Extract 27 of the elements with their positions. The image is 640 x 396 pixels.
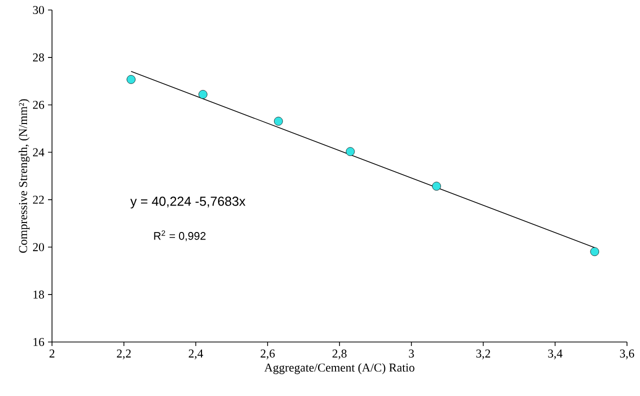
y-tick-label: 16 [34, 338, 44, 346]
y-tick-label: 26 [33, 100, 44, 109]
point [274, 116, 283, 126]
point [590, 247, 600, 256]
x-tick-label: 2 [50, 350, 54, 358]
point [432, 182, 441, 191]
x-tick-label: 3,4 [548, 350, 562, 360]
annotation: R$^{2}$ = 0,992 [154, 230, 206, 242]
point [346, 147, 355, 156]
x-tick-label: 3,2 [476, 350, 490, 360]
x-axis-title: Aggregate/Cement (A/C) Ratio [264, 363, 414, 374]
x-tick-label: 2,6 [260, 350, 275, 360]
x-tick-label: 2,8 [332, 350, 347, 360]
x-tick-label: 2,4 [188, 350, 204, 360]
y-tick-label: 22 [33, 196, 44, 204]
annotation: y = 40,224 -5,7683x [130, 196, 246, 208]
y-tick-label: 28 [33, 53, 44, 62]
y-axis-title: Compressive Strength, (N/mm²) [18, 99, 30, 253]
point [198, 90, 208, 99]
y-tick-label: 30 [33, 6, 44, 14]
x-tick-label: 3 [408, 350, 414, 358]
x-tick-label: 3,6 [620, 350, 634, 360]
y-tick-label: 20 [33, 243, 44, 252]
x-tick-label: 2,2 [116, 350, 131, 360]
y-tick-label: 18 [34, 290, 44, 299]
point [126, 75, 136, 84]
y-tick-label: 24 [33, 148, 44, 156]
